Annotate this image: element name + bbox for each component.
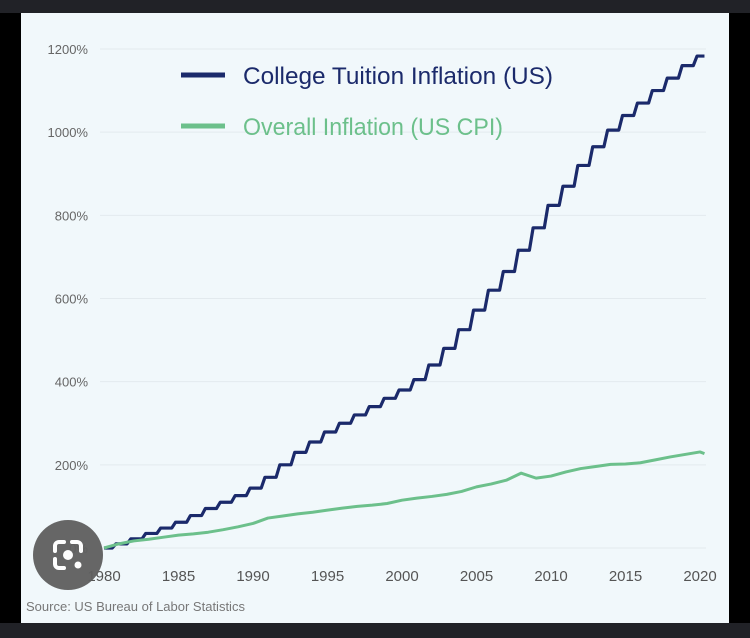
x-tick-label: 1990 bbox=[236, 568, 269, 585]
x-tick-label: 2005 bbox=[460, 568, 493, 585]
y-tick-label: 600% bbox=[55, 292, 89, 307]
top-bar bbox=[0, 0, 750, 13]
y-tick-label: 400% bbox=[55, 375, 89, 390]
google-lens-camera-icon[interactable] bbox=[33, 520, 103, 590]
x-tick-label: 1995 bbox=[311, 568, 344, 585]
x-tick-label: 2020 bbox=[683, 568, 716, 585]
x-tick-label: 2000 bbox=[385, 568, 418, 585]
x-tick-label: 1985 bbox=[162, 568, 195, 585]
y-tick-label: 1000% bbox=[48, 125, 89, 140]
bottom-bar bbox=[0, 623, 750, 638]
y-tick-label: 800% bbox=[55, 208, 89, 223]
legend-label: Overall Inflation (US CPI) bbox=[243, 114, 503, 141]
legend-label: College Tuition Inflation (US) bbox=[243, 63, 553, 90]
series-line-tuition bbox=[104, 54, 705, 550]
y-tick-label: 1200% bbox=[48, 42, 89, 57]
source-note: Source: US Bureau of Labor Statistics bbox=[26, 599, 245, 614]
series-line-cpi bbox=[103, 450, 705, 550]
chart-panel bbox=[21, 13, 729, 623]
y-tick-label: 200% bbox=[55, 458, 89, 473]
x-tick-label: 2010 bbox=[534, 568, 567, 585]
x-tick-label: 2015 bbox=[609, 568, 642, 585]
